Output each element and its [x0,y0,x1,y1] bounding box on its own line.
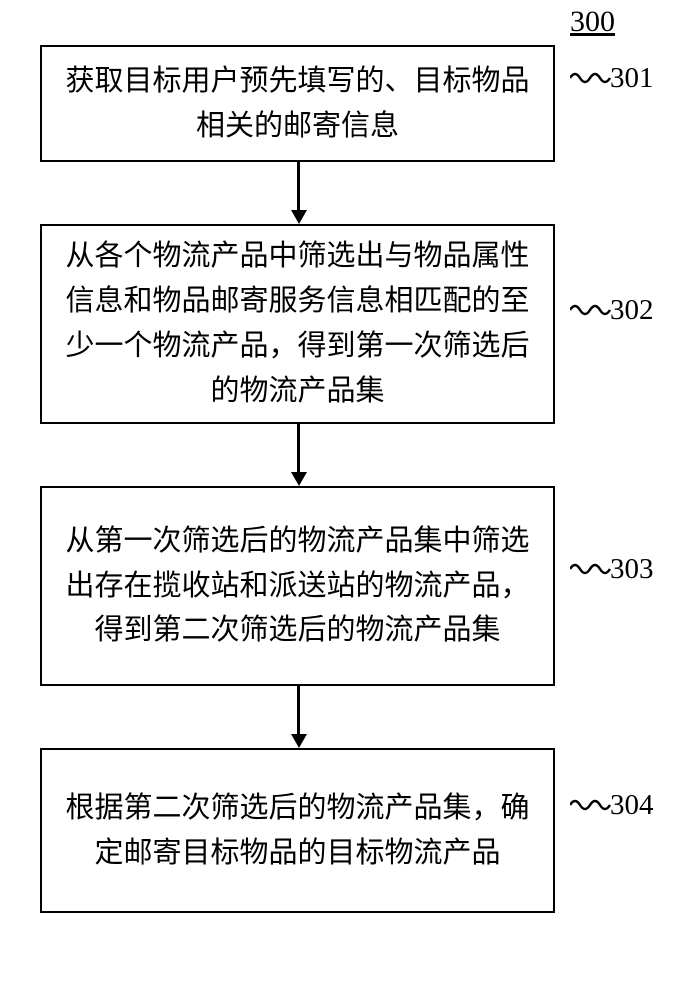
step-label-302: 302 [610,294,654,327]
step-box-302: 从各个物流产品中筛选出与物品属性信息和物品邮寄服务信息相匹配的至少一个物流产品，… [40,224,555,424]
figure-number: 300 [570,5,615,39]
step-label-304: 304 [610,789,654,822]
connector-icon [570,300,612,325]
step-label-301: 301 [610,62,654,95]
step-box-303: 从第一次筛选后的物流产品集中筛选出存在揽收站和派送站的物流产品，得到第二次筛选后… [40,486,555,686]
step-label-303: 303 [610,553,654,586]
connector-icon [570,795,612,820]
step-text: 获取目标用户预先填写的、目标物品相关的邮寄信息 [60,59,535,149]
step-text: 根据第二次筛选后的物流产品集，确定邮寄目标物品的目标物流产品 [60,786,535,876]
step-box-304: 根据第二次筛选后的物流产品集，确定邮寄目标物品的目标物流产品 [40,748,555,913]
connector-icon [570,559,612,584]
step-box-301: 获取目标用户预先填写的、目标物品相关的邮寄信息 [40,45,555,162]
connector-icon [570,68,612,93]
step-text: 从各个物流产品中筛选出与物品属性信息和物品邮寄服务信息相匹配的至少一个物流产品，… [60,234,535,414]
step-text: 从第一次筛选后的物流产品集中筛选出存在揽收站和派送站的物流产品，得到第二次筛选后… [60,519,535,654]
